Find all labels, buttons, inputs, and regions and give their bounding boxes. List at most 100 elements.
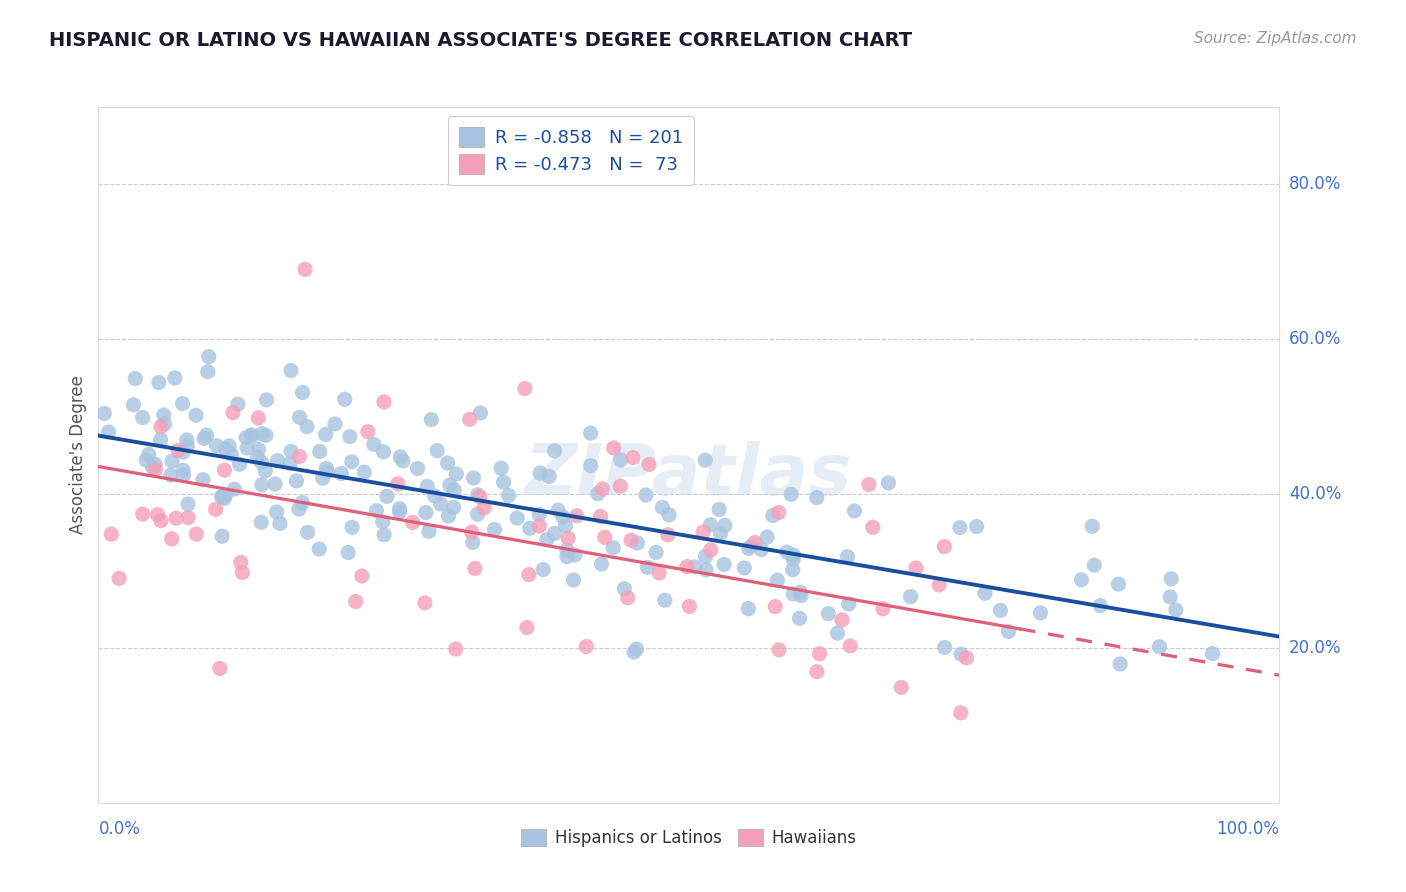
Point — [529, 519, 551, 533]
Point — [519, 521, 541, 535]
Point — [782, 548, 804, 562]
Point — [211, 490, 233, 504]
Point — [838, 597, 860, 611]
Point — [195, 428, 218, 442]
Point — [443, 483, 465, 497]
Point — [602, 441, 624, 455]
Point — [904, 561, 927, 575]
Point — [149, 514, 172, 528]
Text: HISPANIC OR LATINO VS HAWAIIAN ASSOCIATE'S DEGREE CORRELATION CHART: HISPANIC OR LATINO VS HAWAIIAN ASSOCIATE… — [49, 31, 912, 50]
Point — [142, 460, 165, 475]
Point — [288, 410, 311, 425]
Point — [538, 469, 561, 483]
Point — [308, 542, 330, 557]
Point — [713, 558, 735, 572]
Point — [806, 665, 828, 679]
Point — [340, 455, 363, 469]
Point — [648, 566, 671, 580]
Point — [413, 596, 436, 610]
Point — [782, 552, 804, 566]
Point — [806, 491, 828, 505]
Point — [531, 562, 554, 576]
Point — [683, 559, 706, 574]
Point — [124, 371, 146, 385]
Point — [489, 461, 512, 475]
Point — [591, 557, 613, 571]
Point — [620, 533, 643, 548]
Point — [176, 433, 198, 447]
Point — [634, 488, 657, 502]
Point — [297, 525, 319, 540]
Point — [159, 468, 181, 483]
Point — [387, 476, 409, 491]
Point — [554, 518, 576, 533]
Point — [340, 520, 363, 534]
Point — [246, 450, 269, 465]
Point — [564, 548, 586, 562]
Point — [890, 681, 912, 695]
Point — [235, 431, 257, 445]
Point — [416, 479, 439, 493]
Point — [695, 549, 717, 564]
Point — [97, 425, 120, 439]
Point — [837, 549, 859, 564]
Point — [575, 640, 598, 654]
Point — [593, 530, 616, 544]
Point — [186, 527, 208, 541]
Point — [389, 450, 412, 464]
Point — [699, 517, 721, 532]
Point — [709, 502, 731, 516]
Point — [266, 505, 288, 519]
Point — [224, 482, 246, 496]
Point — [163, 371, 186, 385]
Point — [997, 624, 1019, 639]
Point — [506, 511, 529, 525]
Point — [974, 586, 997, 600]
Point — [858, 477, 880, 491]
Point — [877, 475, 900, 490]
Point — [617, 591, 640, 605]
Point — [966, 519, 988, 533]
Point — [1029, 606, 1052, 620]
Point — [172, 445, 194, 459]
Point — [1090, 599, 1112, 613]
Point — [226, 397, 249, 411]
Point — [789, 611, 811, 625]
Point — [513, 382, 536, 396]
Point — [768, 506, 790, 520]
Point — [443, 500, 465, 515]
Point — [844, 504, 866, 518]
Point — [623, 645, 645, 659]
Point — [609, 479, 631, 493]
Point — [762, 508, 785, 523]
Point — [418, 524, 440, 539]
Point — [254, 464, 277, 478]
Point — [461, 535, 484, 549]
Point — [789, 585, 811, 599]
Point — [291, 385, 314, 400]
Point — [278, 457, 301, 471]
Point — [108, 571, 131, 585]
Point — [353, 465, 375, 479]
Point — [375, 489, 398, 503]
Legend: Hispanics or Latinos, Hawaiians: Hispanics or Latinos, Hawaiians — [515, 822, 863, 854]
Point — [211, 490, 233, 504]
Point — [373, 445, 395, 459]
Y-axis label: Associate's Degree: Associate's Degree — [69, 376, 87, 534]
Point — [695, 563, 717, 577]
Point — [266, 453, 288, 467]
Point — [366, 504, 388, 518]
Point — [152, 408, 174, 422]
Point — [1160, 572, 1182, 586]
Point — [145, 462, 167, 476]
Point — [733, 561, 755, 575]
Text: 100.0%: 100.0% — [1216, 821, 1279, 838]
Point — [333, 392, 356, 407]
Point — [949, 520, 972, 534]
Point — [264, 477, 287, 491]
Point — [247, 442, 270, 457]
Point — [645, 545, 668, 559]
Point — [211, 529, 233, 543]
Point — [1109, 657, 1132, 671]
Point — [467, 507, 489, 521]
